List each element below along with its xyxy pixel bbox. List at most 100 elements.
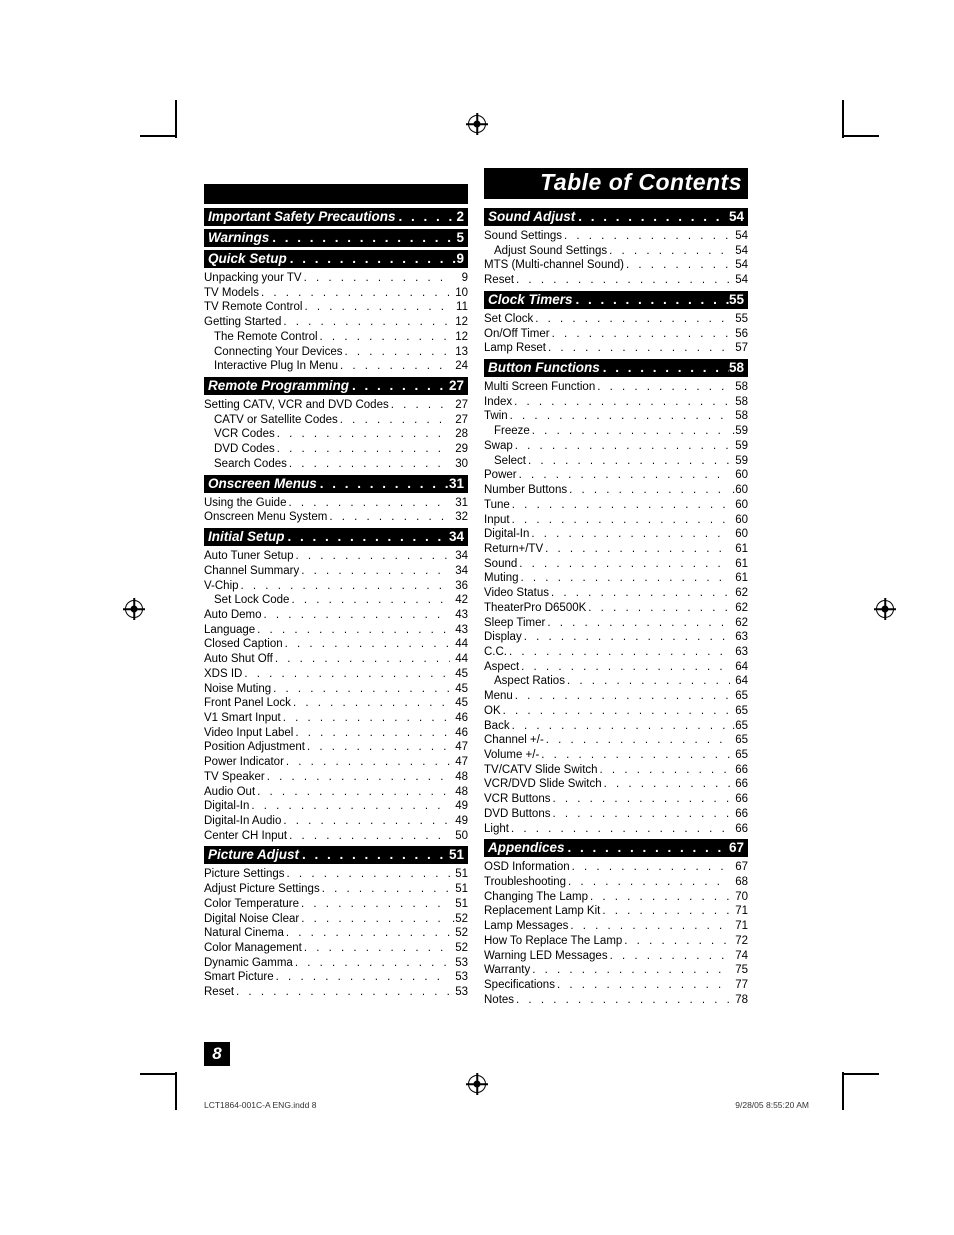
toc-dots: . . . . . . . . . . . . . . . . . . . . … [507,645,730,660]
toc-entry: Auto Demo . . . . . . . . . . . . . . . … [204,608,468,623]
toc-entry-page: 50 [450,829,468,844]
toc-dots: . . . . . . . . . . . . . . . . . . . . … [533,312,730,327]
toc-entry-label: Back [484,719,510,734]
toc-entry-label: Video Status [484,586,549,601]
toc-entry-label: Front Panel Lock [204,696,291,711]
toc-entry-label: TV Remote Control [204,300,302,315]
toc-dots: . . . . . . . . . . . . . . . . . . . . … [510,513,730,528]
toc-entry-page: 32 [450,510,468,525]
toc-dots: . . . . . . . . . . . . . . . . . . . . … [510,498,730,513]
toc-dots: . . . . . . . . . . . . . . . . . . . . … [550,807,730,822]
toc-entry-label: Troubleshooting [484,875,566,890]
toc-dots: . . . . . . . . . . . . . . . . . . . . … [570,860,730,875]
toc-dots: . . . . . . . . . . . . . . . . . . . . … [242,667,450,682]
toc-entry: Reset . . . . . . . . . . . . . . . . . … [484,273,748,288]
toc-entry-page: 31 [450,496,468,511]
toc-entry-page: 52 [450,941,468,956]
toc-dots: . . . . . . . . . . . . . . . . . . . . … [327,510,450,525]
toc-entry-page: 54 [730,258,748,273]
toc-entry: CATV or Satellite Codes . . . . . . . . … [204,413,468,428]
toc-entry-page: 44 [450,637,468,652]
toc-entry-label: Display [484,630,522,645]
toc-dots: . . . . . . . . . . . . . . . . . . . . … [513,439,730,454]
toc-entry-label: Index [484,395,512,410]
toc-entry: TV Models . . . . . . . . . . . . . . . … [204,286,468,301]
toc-dots: . . . . . . . . . . . . . . . . . . . . … [281,814,450,829]
toc-entry: Search Codes . . . . . . . . . . . . . .… [204,457,468,472]
toc-section-page: 54 [729,209,744,224]
toc-section-label: Warnings [208,230,269,245]
toc-entry-page: 43 [450,623,468,638]
toc-entry-label: TV Models [204,286,259,301]
toc-entry-page: 34 [450,549,468,564]
toc-dots: . . . . . . . . . . . . . . . . . . . . … [550,327,730,342]
toc-entry: Menu . . . . . . . . . . . . . . . . . .… [484,689,748,704]
toc-entry-label: Channel Summary [204,564,299,579]
toc-section-page: 27 [449,378,464,393]
toc-section: Warnings . . . . . . . . . . . . . . . .… [204,229,468,247]
crop-mark [175,100,177,138]
toc-entry-label: XDS ID [204,667,242,682]
toc-entry-label: C.C. [484,645,507,660]
registration-mark-icon [468,115,486,133]
toc-entry: Natural Cinema . . . . . . . . . . . . .… [204,926,468,941]
toc-entry-label: Freeze [494,424,530,439]
toc-entry-label: Adjust Picture Settings [204,882,320,897]
toc-dots: . . . . . . . . . . . . . . . . . . . . … [530,424,730,439]
toc-dots: . . . . . . . . . . . . . . . . . . . . … [294,549,450,564]
toc-entry-page: 62 [730,601,748,616]
toc-dots: . . . . . . . . . . . . . . . . . . . . … [299,912,450,927]
toc-dots: . . . . . . . . . . . . . . . . . . . . … [573,292,729,307]
toc-entry-page: 45 [450,696,468,711]
toc-entry-page: 12 [450,315,468,330]
toc-dots: . . . . . . . . . . . . . . . . . . . . … [281,711,450,726]
toc-entry-label: Setting CATV, VCR and DVD Codes [204,398,389,413]
toc-entry: Getting Started . . . . . . . . . . . . … [204,315,468,330]
toc-section-label: Picture Adjust [208,847,299,862]
footer-filename: LCT1864-001C-A ENG.indd 8 [204,1100,316,1110]
toc-entry-page: 65 [730,689,748,704]
toc-entry: TV Remote Control . . . . . . . . . . . … [204,300,468,315]
toc-entry: Color Management . . . . . . . . . . . .… [204,941,468,956]
registration-mark-icon [876,600,894,618]
toc-entry-page: 70 [730,890,748,905]
toc-entry-page: 75 [730,963,748,978]
toc-dots: . . . . . . . . . . . . . . . . . . . . … [318,330,450,345]
footer: LCT1864-001C-A ENG.indd 8 9/28/05 8:55:2… [204,1100,809,1110]
toc-entry: Return+/TV . . . . . . . . . . . . . . .… [484,542,748,557]
toc-entry-page: 72 [730,934,748,949]
toc-entry-page: 60 [730,498,748,513]
toc-dots: . . . . . . . . . . . . . . . . . . . . … [595,380,730,395]
toc-dots: . . . . . . . . . . . . . . . . . . . . … [287,457,450,472]
toc-entry-label: Multi Screen Function [484,380,595,395]
toc-entry: Interactive Plug In Menu . . . . . . . .… [204,359,468,374]
toc-entry-page: 62 [730,616,748,631]
toc-dots: . . . . . . . . . . . . . . . . . . . . … [622,934,730,949]
toc-dots: . . . . . . . . . . . . . . . . . . . . … [287,251,457,266]
toc-dots: . . . . . . . . . . . . . . . . . . . . … [529,527,730,542]
toc-entry: The Remote Control . . . . . . . . . . .… [204,330,468,345]
toc-section-label: Sound Adjust [488,209,575,224]
toc-entry-page: 45 [450,667,468,682]
toc-entry: V-Chip . . . . . . . . . . . . . . . . .… [204,579,468,594]
toc-entry-label: Set Clock [484,312,533,327]
toc-entry: Digital-In Audio . . . . . . . . . . . .… [204,814,468,829]
toc-dots: . . . . . . . . . . . . . . . . . . . . … [586,601,730,616]
toc-entry-page: 61 [730,542,748,557]
toc-entry-page: 68 [730,875,748,890]
toc-entry-page: 51 [450,897,468,912]
toc-entry: Front Panel Lock . . . . . . . . . . . .… [204,696,468,711]
toc-entry-page: 65 [730,733,748,748]
toc-entry-page: 55 [730,312,748,327]
toc-entry: Number Buttons . . . . . . . . . . . . .… [484,483,748,498]
toc-dots: . . . . . . . . . . . . . . . . . . . . … [519,660,730,675]
toc-dots: . . . . . . . . . . . . . . . . . . . . … [600,360,729,375]
toc-entry: DVD Buttons . . . . . . . . . . . . . . … [484,807,748,822]
toc-entry: C.C. . . . . . . . . . . . . . . . . . .… [484,645,748,660]
toc-dots: . . . . . . . . . . . . . . . . . . . . … [285,867,450,882]
toc-entry-label: Auto Tuner Setup [204,549,294,564]
toc-section-label: Button Functions [488,360,600,375]
toc-dots: . . . . . . . . . . . . . . . . . . . . … [275,427,450,442]
toc-entry-page: .60 [730,483,748,498]
toc-entry: Set Clock . . . . . . . . . . . . . . . … [484,312,748,327]
